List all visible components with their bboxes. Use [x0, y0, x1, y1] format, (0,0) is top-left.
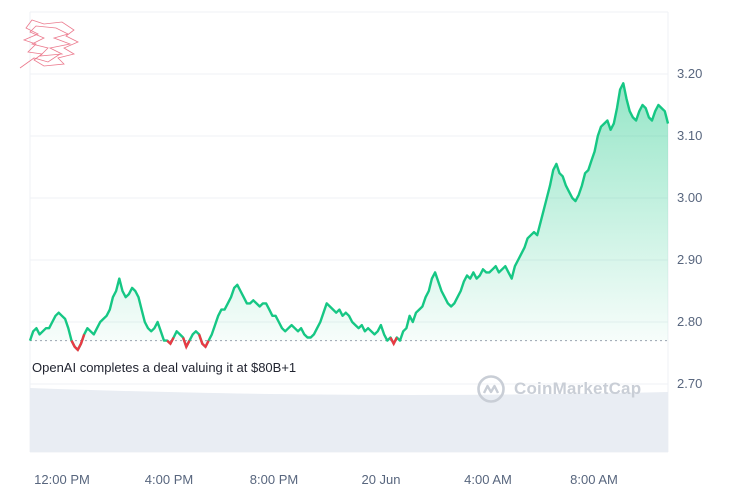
- x-tick-label: 8:00 AM: [570, 472, 618, 487]
- below-baseline-segment-1: [166, 336, 175, 346]
- below-baseline-segment-3: [197, 334, 210, 349]
- y-tick-label: 2.80: [677, 314, 702, 329]
- x-tick-label: 4:00 PM: [145, 472, 193, 487]
- below-baseline-segment-2: [181, 337, 191, 350]
- below-baseline-segment-0: [70, 334, 86, 352]
- price-area: [30, 83, 668, 350]
- event-annotation: OpenAI completes a deal valuing it at $8…: [32, 360, 297, 375]
- below-baseline-segments: [70, 334, 398, 352]
- below-baseline-segment-4: [389, 336, 398, 347]
- y-tick-label: 3.10: [677, 128, 702, 143]
- x-axis-ticks: 12:00 PM 4:00 PM 8:00 PM 20 Jun 4:00 AM 8:00 …: [34, 472, 618, 487]
- price-line: [28, 82, 670, 352]
- corner-scribble-icon: [19, 19, 79, 69]
- watermark-text: CoinMarketCap: [514, 379, 642, 398]
- x-tick-label: 12:00 PM: [34, 472, 90, 487]
- watermark: CoinMarketCap: [476, 374, 641, 404]
- x-tick-label: 8:00 PM: [250, 472, 298, 487]
- y-tick-label: 3.00: [677, 190, 702, 205]
- y-tick-label: 2.90: [677, 252, 702, 267]
- x-tick-label: 20 Jun: [361, 472, 400, 487]
- volume-band: [30, 388, 668, 452]
- x-tick-label: 4:00 AM: [464, 472, 512, 487]
- y-tick-label: 3.20: [677, 66, 702, 81]
- y-tick-label: 2.70: [677, 376, 702, 391]
- y-axis-ticks: 2.70 2.80 2.90 3.00 3.10 3.20: [677, 66, 702, 391]
- coinmarketcap-logo-icon: [477, 375, 505, 403]
